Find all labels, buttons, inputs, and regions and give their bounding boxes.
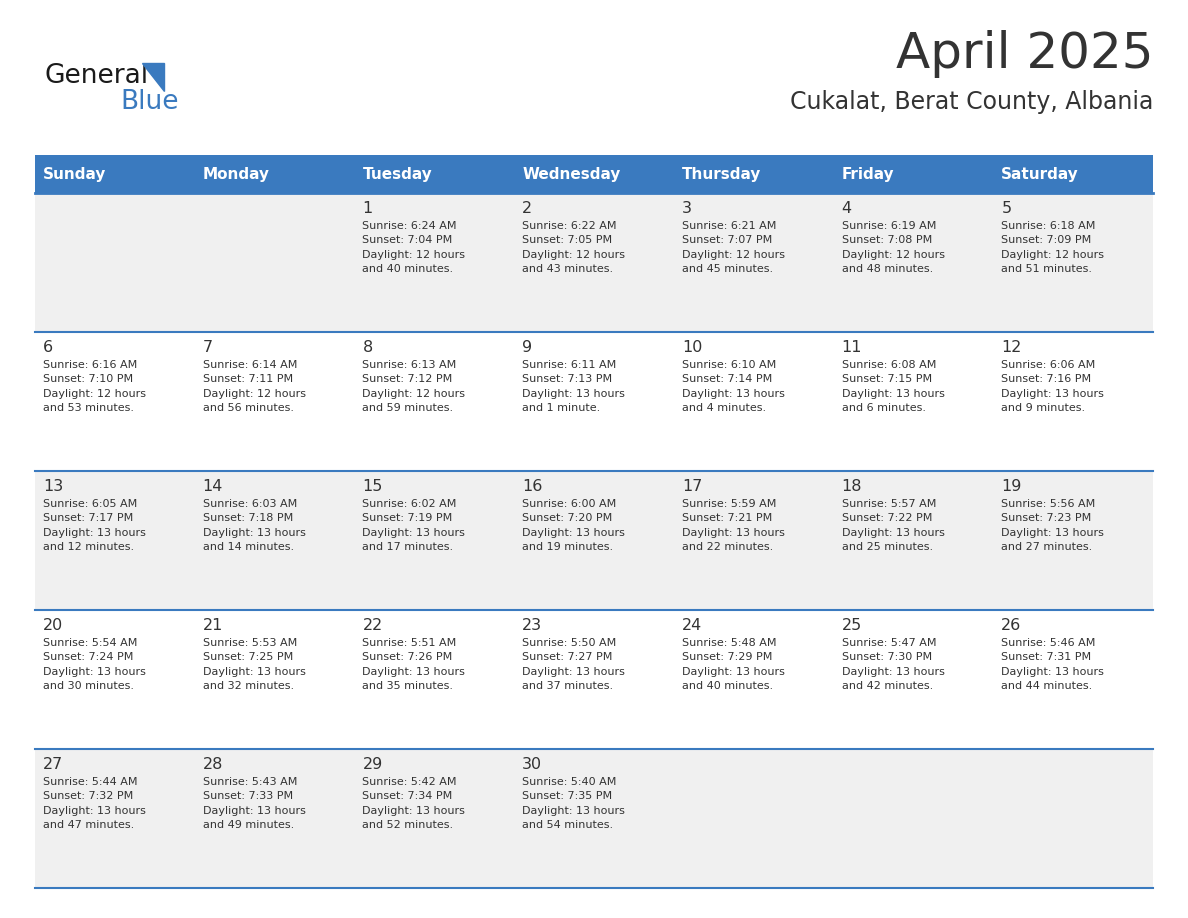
Text: Sunrise: 6:24 AM
Sunset: 7:04 PM
Daylight: 12 hours
and 40 minutes.: Sunrise: 6:24 AM Sunset: 7:04 PM Dayligh… [362,221,466,274]
Text: 28: 28 [203,757,223,772]
Text: 3: 3 [682,201,691,216]
Text: Sunrise: 6:11 AM
Sunset: 7:13 PM
Daylight: 13 hours
and 1 minute.: Sunrise: 6:11 AM Sunset: 7:13 PM Dayligh… [523,360,625,413]
Text: 22: 22 [362,618,383,633]
Text: 10: 10 [682,340,702,355]
Text: Sunrise: 5:40 AM
Sunset: 7:35 PM
Daylight: 13 hours
and 54 minutes.: Sunrise: 5:40 AM Sunset: 7:35 PM Dayligh… [523,777,625,830]
Text: Sunrise: 6:03 AM
Sunset: 7:18 PM
Daylight: 13 hours
and 14 minutes.: Sunrise: 6:03 AM Sunset: 7:18 PM Dayligh… [203,499,305,553]
Text: 20: 20 [43,618,63,633]
Text: 26: 26 [1001,618,1022,633]
Text: 29: 29 [362,757,383,772]
Text: Sunrise: 6:08 AM
Sunset: 7:15 PM
Daylight: 13 hours
and 6 minutes.: Sunrise: 6:08 AM Sunset: 7:15 PM Dayligh… [841,360,944,413]
Text: Sunrise: 5:57 AM
Sunset: 7:22 PM
Daylight: 13 hours
and 25 minutes.: Sunrise: 5:57 AM Sunset: 7:22 PM Dayligh… [841,499,944,553]
Text: 30: 30 [523,757,542,772]
Text: Sunrise: 5:42 AM
Sunset: 7:34 PM
Daylight: 13 hours
and 52 minutes.: Sunrise: 5:42 AM Sunset: 7:34 PM Dayligh… [362,777,466,830]
Text: Sunrise: 5:46 AM
Sunset: 7:31 PM
Daylight: 13 hours
and 44 minutes.: Sunrise: 5:46 AM Sunset: 7:31 PM Dayligh… [1001,638,1104,691]
Text: Sunrise: 5:59 AM
Sunset: 7:21 PM
Daylight: 13 hours
and 22 minutes.: Sunrise: 5:59 AM Sunset: 7:21 PM Dayligh… [682,499,785,553]
Text: Tuesday: Tuesday [362,166,432,182]
Text: Sunrise: 6:06 AM
Sunset: 7:16 PM
Daylight: 13 hours
and 9 minutes.: Sunrise: 6:06 AM Sunset: 7:16 PM Dayligh… [1001,360,1104,413]
Text: 19: 19 [1001,479,1022,494]
Text: Sunrise: 5:43 AM
Sunset: 7:33 PM
Daylight: 13 hours
and 49 minutes.: Sunrise: 5:43 AM Sunset: 7:33 PM Dayligh… [203,777,305,830]
Text: Sunrise: 6:16 AM
Sunset: 7:10 PM
Daylight: 12 hours
and 53 minutes.: Sunrise: 6:16 AM Sunset: 7:10 PM Dayligh… [43,360,146,413]
Text: Thursday: Thursday [682,166,762,182]
Text: 14: 14 [203,479,223,494]
Text: 25: 25 [841,618,861,633]
Text: Sunrise: 6:18 AM
Sunset: 7:09 PM
Daylight: 12 hours
and 51 minutes.: Sunrise: 6:18 AM Sunset: 7:09 PM Dayligh… [1001,221,1105,274]
Text: Wednesday: Wednesday [523,166,620,182]
Text: 13: 13 [43,479,63,494]
Text: Sunrise: 6:02 AM
Sunset: 7:19 PM
Daylight: 13 hours
and 17 minutes.: Sunrise: 6:02 AM Sunset: 7:19 PM Dayligh… [362,499,466,553]
Text: 18: 18 [841,479,862,494]
Text: 24: 24 [682,618,702,633]
Text: Sunrise: 5:44 AM
Sunset: 7:32 PM
Daylight: 13 hours
and 47 minutes.: Sunrise: 5:44 AM Sunset: 7:32 PM Dayligh… [43,777,146,830]
Text: Sunrise: 5:51 AM
Sunset: 7:26 PM
Daylight: 13 hours
and 35 minutes.: Sunrise: 5:51 AM Sunset: 7:26 PM Dayligh… [362,638,466,691]
Text: 6: 6 [43,340,53,355]
Text: 16: 16 [523,479,543,494]
Text: 9: 9 [523,340,532,355]
Text: Sunrise: 6:10 AM
Sunset: 7:14 PM
Daylight: 13 hours
and 4 minutes.: Sunrise: 6:10 AM Sunset: 7:14 PM Dayligh… [682,360,785,413]
Text: 7: 7 [203,340,213,355]
Text: Sunrise: 5:48 AM
Sunset: 7:29 PM
Daylight: 13 hours
and 40 minutes.: Sunrise: 5:48 AM Sunset: 7:29 PM Dayligh… [682,638,785,691]
Text: 11: 11 [841,340,862,355]
Text: Sunrise: 5:53 AM
Sunset: 7:25 PM
Daylight: 13 hours
and 32 minutes.: Sunrise: 5:53 AM Sunset: 7:25 PM Dayligh… [203,638,305,691]
Text: Sunrise: 6:21 AM
Sunset: 7:07 PM
Daylight: 12 hours
and 45 minutes.: Sunrise: 6:21 AM Sunset: 7:07 PM Dayligh… [682,221,785,274]
Text: 23: 23 [523,618,542,633]
Text: General: General [45,63,150,89]
Text: 17: 17 [682,479,702,494]
Text: Blue: Blue [120,89,178,115]
Text: Friday: Friday [841,166,895,182]
Text: Sunrise: 6:00 AM
Sunset: 7:20 PM
Daylight: 13 hours
and 19 minutes.: Sunrise: 6:00 AM Sunset: 7:20 PM Dayligh… [523,499,625,553]
Text: Cukalat, Berat County, Albania: Cukalat, Berat County, Albania [790,90,1154,114]
Text: Saturday: Saturday [1001,166,1079,182]
Text: Sunrise: 5:54 AM
Sunset: 7:24 PM
Daylight: 13 hours
and 30 minutes.: Sunrise: 5:54 AM Sunset: 7:24 PM Dayligh… [43,638,146,691]
Text: 15: 15 [362,479,383,494]
Text: Sunrise: 6:14 AM
Sunset: 7:11 PM
Daylight: 12 hours
and 56 minutes.: Sunrise: 6:14 AM Sunset: 7:11 PM Dayligh… [203,360,305,413]
Text: Sunday: Sunday [43,166,107,182]
Text: Sunrise: 5:50 AM
Sunset: 7:27 PM
Daylight: 13 hours
and 37 minutes.: Sunrise: 5:50 AM Sunset: 7:27 PM Dayligh… [523,638,625,691]
Text: 21: 21 [203,618,223,633]
Text: Sunrise: 6:19 AM
Sunset: 7:08 PM
Daylight: 12 hours
and 48 minutes.: Sunrise: 6:19 AM Sunset: 7:08 PM Dayligh… [841,221,944,274]
Text: Sunrise: 5:47 AM
Sunset: 7:30 PM
Daylight: 13 hours
and 42 minutes.: Sunrise: 5:47 AM Sunset: 7:30 PM Dayligh… [841,638,944,691]
Text: 8: 8 [362,340,373,355]
Text: Monday: Monday [203,166,270,182]
Text: 2: 2 [523,201,532,216]
Text: 4: 4 [841,201,852,216]
Text: Sunrise: 6:22 AM
Sunset: 7:05 PM
Daylight: 12 hours
and 43 minutes.: Sunrise: 6:22 AM Sunset: 7:05 PM Dayligh… [523,221,625,274]
Text: April 2025: April 2025 [896,30,1154,78]
Text: 5: 5 [1001,201,1011,216]
Text: Sunrise: 6:05 AM
Sunset: 7:17 PM
Daylight: 13 hours
and 12 minutes.: Sunrise: 6:05 AM Sunset: 7:17 PM Dayligh… [43,499,146,553]
Text: Sunrise: 5:56 AM
Sunset: 7:23 PM
Daylight: 13 hours
and 27 minutes.: Sunrise: 5:56 AM Sunset: 7:23 PM Dayligh… [1001,499,1104,553]
Text: 1: 1 [362,201,373,216]
Text: 12: 12 [1001,340,1022,355]
Text: Sunrise: 6:13 AM
Sunset: 7:12 PM
Daylight: 12 hours
and 59 minutes.: Sunrise: 6:13 AM Sunset: 7:12 PM Dayligh… [362,360,466,413]
Text: 27: 27 [43,757,63,772]
